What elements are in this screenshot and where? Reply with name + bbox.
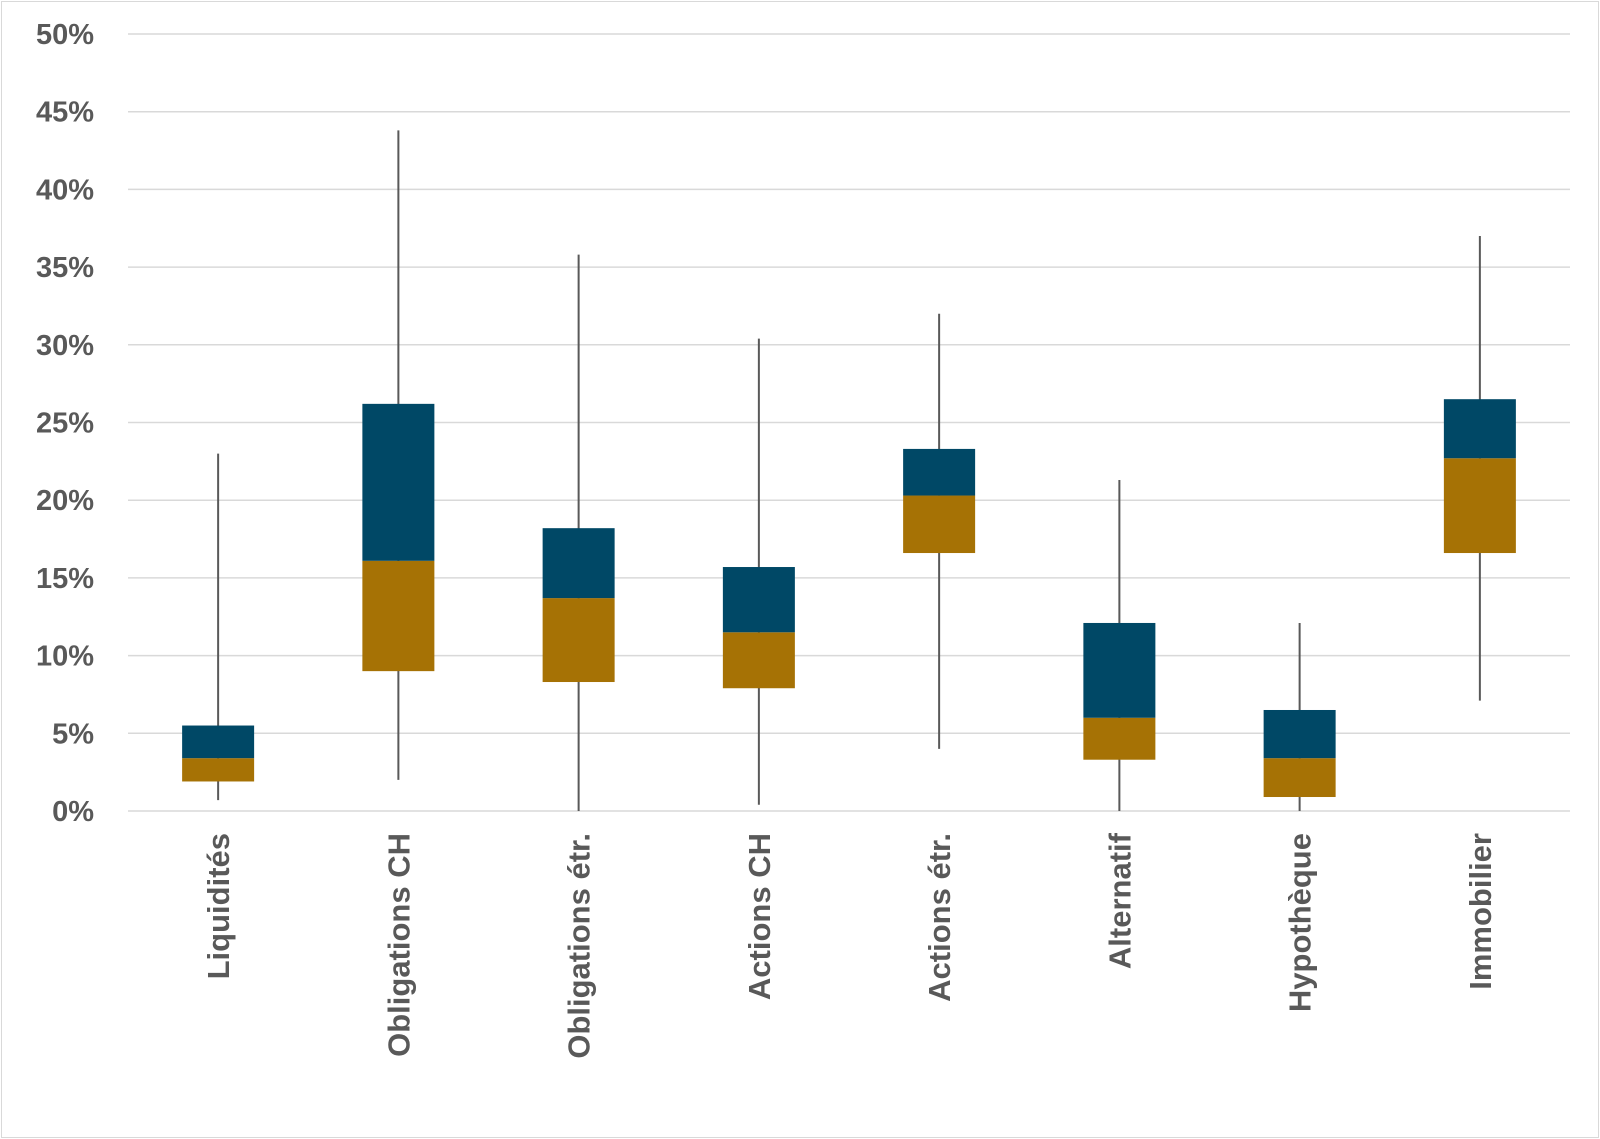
y-tick-label: 25% [36, 408, 94, 440]
x-category-label: Hypothèque [1283, 833, 1318, 1012]
boxes [182, 399, 1516, 798]
x-category-label: Immobilier [1463, 833, 1498, 990]
upper-box [903, 448, 976, 496]
lower-box [542, 598, 615, 683]
y-axis-tick-labels: 0% 5% 10% 15% 20% 25% 30% 35% 40% 45% 50% [36, 19, 94, 828]
x-axis-category-labels: Liquidités Obligations CH Obligations étr.… [201, 832, 1498, 1058]
y-tick-label: 50% [36, 19, 94, 51]
y-tick-label: 10% [36, 641, 94, 673]
x-category-label: Obligations étr. [562, 833, 597, 1059]
x-category-label: Liquidités [201, 833, 236, 979]
y-tick-label: 40% [36, 174, 94, 206]
y-tick-label: 30% [36, 330, 94, 362]
upper-box [722, 567, 795, 633]
lower-box [722, 632, 795, 689]
gridlines [128, 33, 1570, 812]
upper-box [1083, 622, 1156, 718]
y-tick-label: 0% [52, 796, 94, 828]
upper-box [1263, 709, 1336, 759]
lower-box [182, 758, 255, 782]
upper-box [362, 403, 435, 561]
x-category-label: Alternatif [1102, 832, 1137, 969]
upper-box [1443, 399, 1516, 459]
y-tick-label: 45% [36, 97, 94, 129]
x-category-label: Obligations CH [381, 833, 416, 1057]
y-tick-label: 20% [36, 485, 94, 517]
lower-box [362, 560, 435, 672]
lower-box [1263, 758, 1336, 798]
x-category-label: Actions CH [742, 833, 777, 1000]
upper-box [182, 725, 255, 759]
x-category-label: Actions étr. [922, 833, 957, 1002]
lower-box [903, 495, 976, 554]
lower-box [1083, 717, 1156, 760]
y-tick-label: 15% [36, 563, 94, 595]
upper-box [542, 528, 615, 599]
y-tick-label: 5% [52, 718, 94, 750]
lower-box [1443, 458, 1516, 554]
y-tick-label: 35% [36, 252, 94, 284]
